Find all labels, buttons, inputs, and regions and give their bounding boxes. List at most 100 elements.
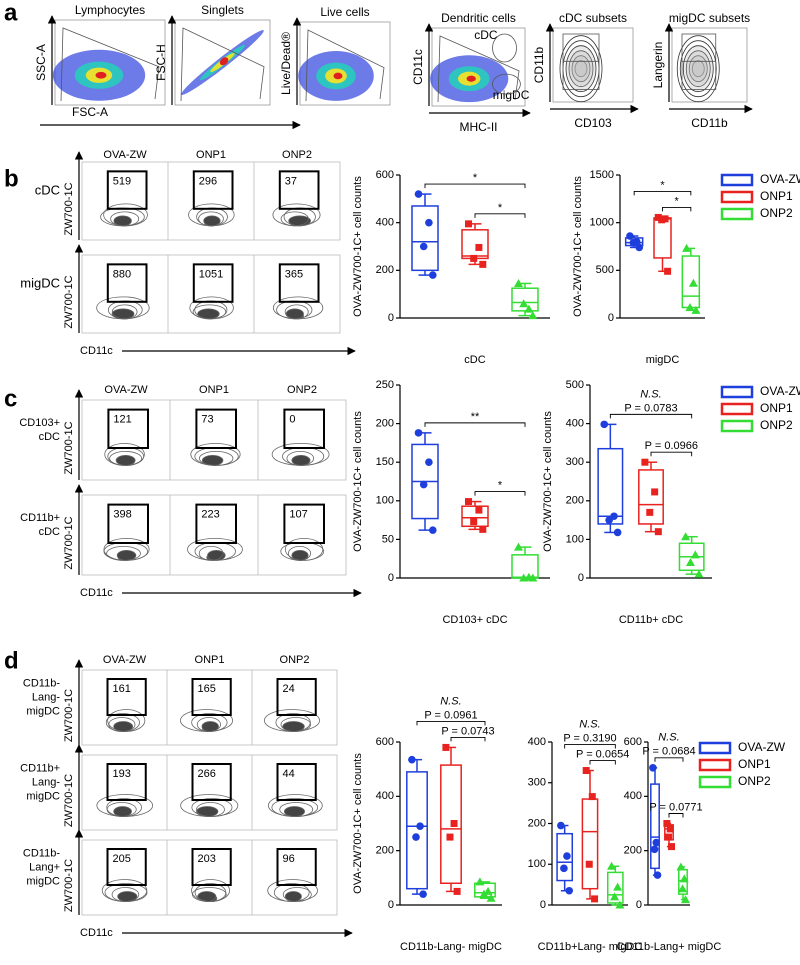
flow-plot bbox=[267, 848, 318, 902]
gate bbox=[276, 763, 317, 801]
legend-swatch bbox=[720, 402, 754, 416]
column-header: ONP1 bbox=[199, 384, 229, 396]
contour bbox=[284, 538, 324, 561]
row-label: CD103+ bbox=[19, 417, 60, 429]
data-point bbox=[414, 429, 423, 437]
gate bbox=[106, 263, 148, 303]
y-tick-label: 0 bbox=[578, 572, 584, 584]
data-point bbox=[450, 820, 458, 827]
data-point bbox=[528, 573, 538, 582]
data-point bbox=[408, 755, 416, 764]
gate bbox=[276, 678, 317, 716]
legend-swatch bbox=[720, 173, 754, 187]
contour bbox=[559, 35, 603, 103]
data-point bbox=[682, 243, 692, 252]
density-plot bbox=[298, 29, 385, 102]
data-point bbox=[486, 893, 496, 902]
row-label: Lang- bbox=[32, 691, 60, 703]
x-axis-label: CD11b-Lang- migDC bbox=[400, 941, 502, 953]
plot-title: Singlets bbox=[201, 3, 244, 17]
data-point bbox=[519, 573, 529, 582]
plot-title: Lymphocytes bbox=[75, 3, 145, 17]
data-point bbox=[652, 838, 661, 847]
contour bbox=[283, 806, 305, 817]
gate bbox=[180, 27, 265, 102]
gate-count: 1051 bbox=[199, 268, 223, 280]
flow-plot bbox=[263, 678, 320, 732]
gate-count: 107 bbox=[289, 509, 307, 521]
data-point bbox=[668, 843, 676, 851]
data-point bbox=[626, 232, 634, 240]
box bbox=[440, 764, 462, 885]
gate bbox=[60, 27, 160, 102]
contour bbox=[685, 50, 711, 88]
x-axis-label: CD103+ cDC bbox=[442, 614, 507, 626]
y-tick-label: 400 bbox=[528, 736, 546, 748]
column-header: ONP1 bbox=[195, 654, 225, 666]
row-label: migDC bbox=[20, 275, 60, 290]
flow-plot bbox=[187, 503, 243, 561]
gate bbox=[278, 263, 320, 303]
row-label: migDC bbox=[26, 790, 60, 802]
contour bbox=[188, 203, 235, 227]
significance-bracket bbox=[654, 757, 684, 762]
density-region bbox=[466, 75, 476, 82]
gate bbox=[491, 73, 521, 95]
y-tick-label: 200 bbox=[376, 418, 394, 430]
gate bbox=[106, 763, 147, 801]
contour bbox=[688, 55, 708, 83]
y-axis-label: OVA-ZW700-1C+ cell counts bbox=[352, 753, 364, 894]
y-tick-label: 200 bbox=[624, 845, 642, 857]
significance-label: P = 0.0654 bbox=[576, 748, 629, 760]
contour bbox=[682, 45, 714, 93]
box bbox=[556, 832, 574, 882]
data-point bbox=[629, 238, 638, 247]
data-point bbox=[649, 764, 657, 772]
y-axis-label: OVA-ZW700-1C+ cell counts bbox=[542, 411, 554, 552]
legend-label: ONP1 bbox=[738, 757, 771, 771]
density-region bbox=[219, 57, 229, 66]
contour bbox=[103, 203, 148, 227]
significance-bracket bbox=[633, 190, 692, 196]
data-point bbox=[519, 299, 529, 308]
data-point bbox=[429, 271, 437, 279]
significance-label: * bbox=[473, 172, 478, 184]
data-point bbox=[663, 820, 671, 827]
gate bbox=[283, 503, 325, 545]
box bbox=[511, 554, 539, 579]
column-header: OVA-ZW bbox=[103, 149, 147, 161]
y-tick-label: 400 bbox=[376, 217, 394, 229]
data-point bbox=[679, 874, 689, 883]
significance-label: * bbox=[498, 202, 503, 214]
y-tick-label: 200 bbox=[566, 495, 584, 507]
data-point bbox=[665, 833, 673, 841]
y-axis-label: ZW700-1C bbox=[63, 182, 75, 235]
y-tick-label: 500 bbox=[596, 264, 614, 276]
column-header: OVA-ZW bbox=[103, 654, 147, 666]
significance-label: * bbox=[498, 479, 503, 491]
flow-plot bbox=[96, 263, 150, 320]
plot-title: Live cells bbox=[320, 5, 369, 19]
box bbox=[653, 217, 672, 259]
column-header: ONP2 bbox=[287, 384, 317, 396]
data-point bbox=[419, 890, 427, 898]
contour bbox=[568, 50, 594, 88]
data-point bbox=[681, 532, 691, 541]
data-point bbox=[453, 887, 461, 895]
y-tick-label: 0 bbox=[540, 899, 546, 911]
contour bbox=[187, 538, 243, 561]
flow-plot bbox=[271, 408, 330, 466]
legend-label: OVA-ZW bbox=[760, 172, 800, 186]
y-tick-label: 50 bbox=[382, 533, 394, 545]
contour bbox=[263, 709, 320, 732]
contour bbox=[96, 296, 150, 320]
gate bbox=[106, 678, 147, 716]
gate bbox=[195, 503, 237, 545]
y-axis-label: ZW700-1C bbox=[63, 516, 75, 569]
contour bbox=[272, 203, 321, 227]
gate bbox=[106, 848, 147, 886]
significance-label: * bbox=[660, 179, 665, 191]
flow-plot bbox=[105, 678, 147, 732]
gate-count: 37 bbox=[285, 175, 297, 187]
y-tick-label: 0 bbox=[388, 312, 394, 324]
